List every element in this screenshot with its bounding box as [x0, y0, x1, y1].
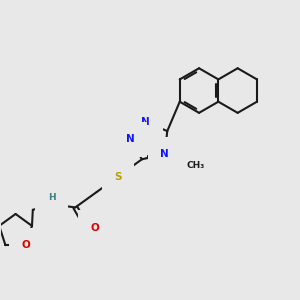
Text: N: N: [142, 117, 150, 127]
Text: S: S: [114, 172, 122, 182]
Text: N: N: [126, 134, 135, 144]
Text: N: N: [47, 200, 56, 209]
Text: H: H: [48, 193, 56, 202]
Text: O: O: [90, 223, 99, 232]
Text: O: O: [21, 240, 30, 250]
Text: N: N: [160, 149, 169, 159]
Text: CH₃: CH₃: [187, 161, 205, 170]
